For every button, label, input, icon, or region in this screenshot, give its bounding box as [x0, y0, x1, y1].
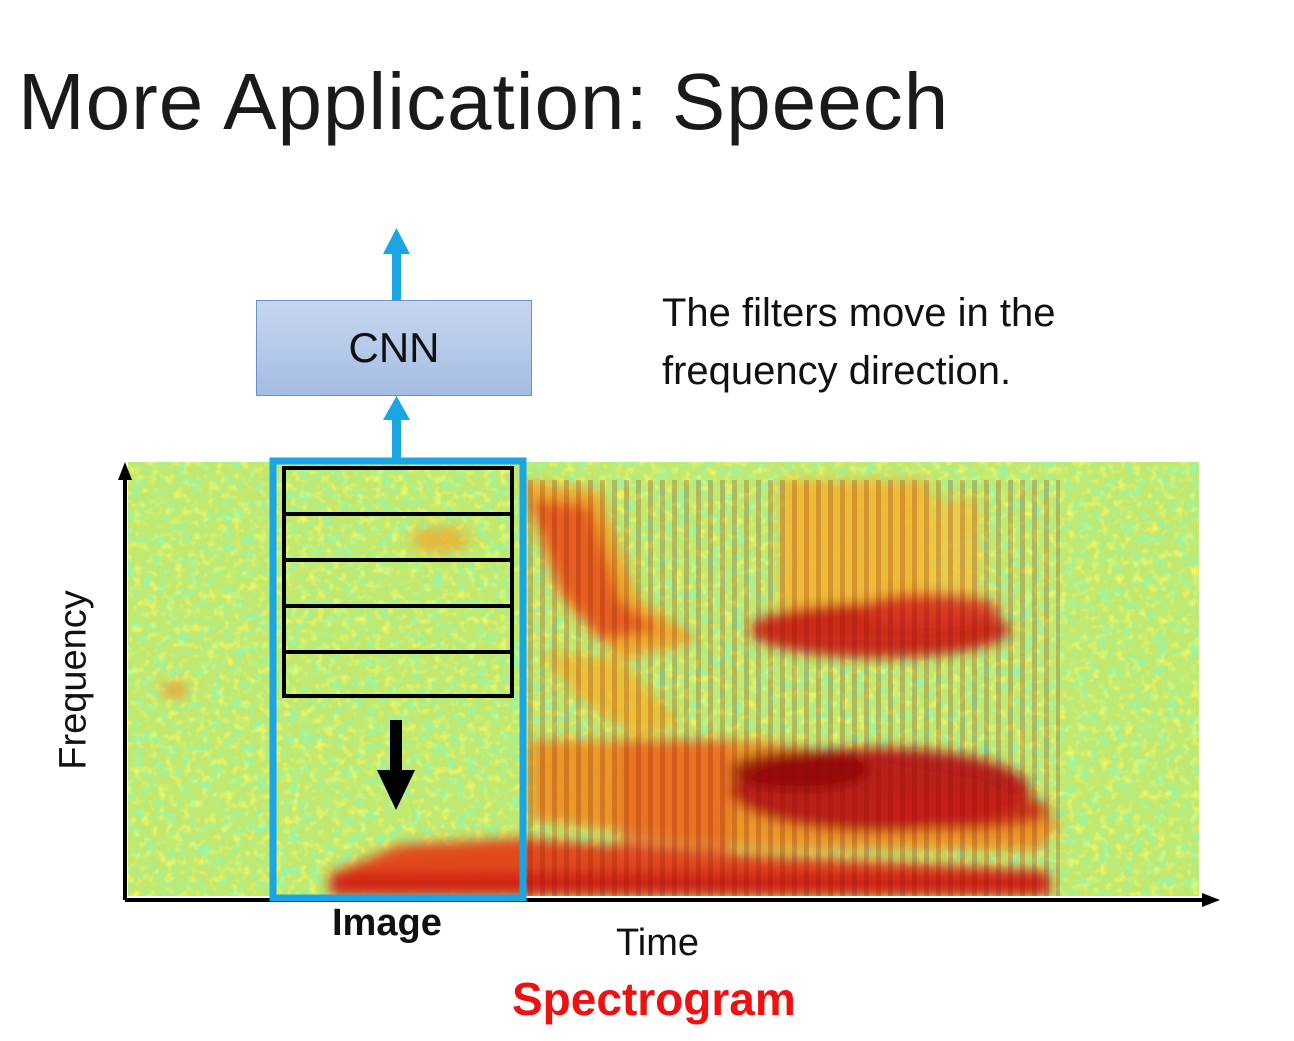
frequency-axis-arrow-icon — [118, 462, 132, 480]
image-to-cnn-arrow-icon — [383, 396, 410, 460]
filter-direction-arrow-icon — [377, 720, 415, 810]
time-axis-arrow-icon — [1202, 893, 1220, 907]
spectrogram-image — [128, 462, 1199, 896]
cnn-output-arrow-icon — [383, 228, 410, 300]
slide-title: More Application: Speech — [18, 57, 950, 146]
spectrogram-label: Spectrogram — [512, 973, 796, 1025]
frequency-axis-label: Frequency — [52, 590, 95, 770]
filter-note: The filters move in the frequency direct… — [662, 284, 1056, 400]
cnn-box: CNN — [256, 300, 532, 396]
filter-note-line-2: frequency direction. — [662, 349, 1012, 393]
time-axis-label: Time — [616, 922, 700, 964]
filter-note-line-1: The filters move in the — [662, 291, 1056, 335]
filter-box — [282, 650, 514, 698]
image-window — [269, 457, 527, 902]
filter-stack — [282, 466, 514, 698]
cnn-label: CNN — [348, 324, 440, 371]
image-label: Image — [332, 902, 442, 944]
